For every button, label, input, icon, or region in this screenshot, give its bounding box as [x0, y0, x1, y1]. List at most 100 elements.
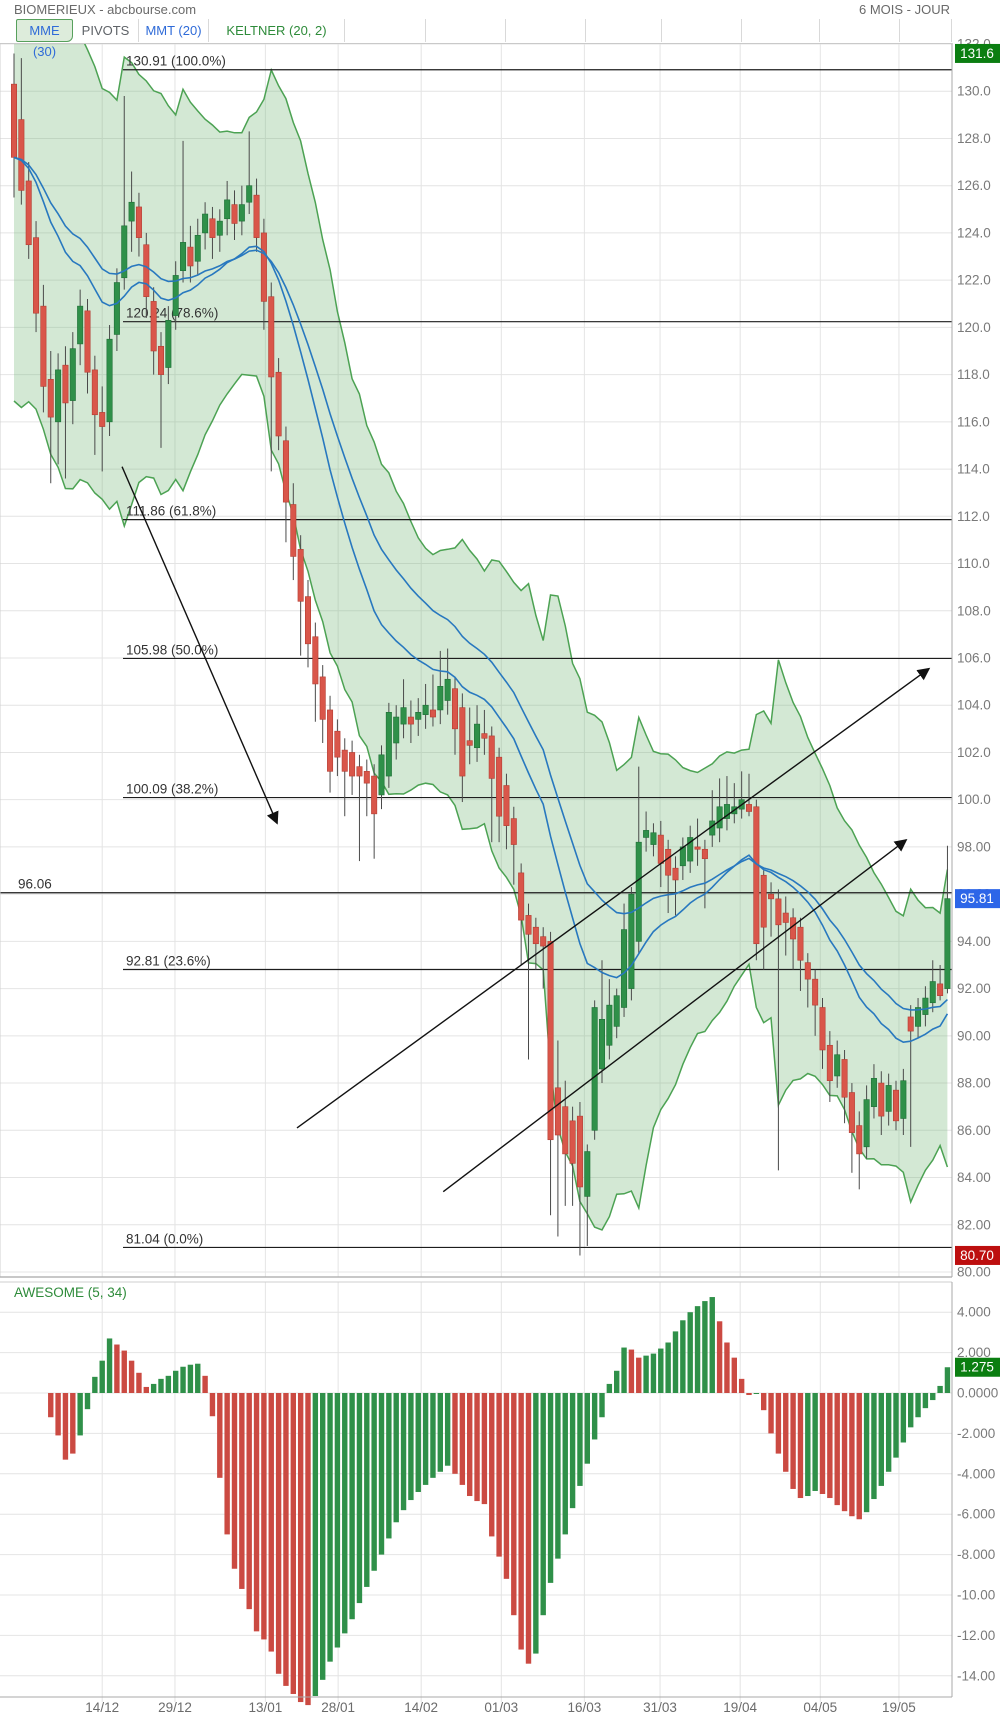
level-label: 96.06	[18, 877, 52, 892]
legend-tab-mmt20[interactable]: MMT (20)	[139, 19, 209, 42]
legend-tab-pivots[interactable]: PIVOTS	[73, 19, 139, 42]
candle	[216, 220, 223, 236]
candle	[929, 981, 936, 1004]
price-tick: 126.0	[957, 178, 991, 193]
ao-bar	[680, 1320, 686, 1393]
ao-bar	[525, 1393, 532, 1664]
ao-bar	[584, 1393, 590, 1464]
ao-bar	[224, 1393, 230, 1535]
level-label: 81.04 (0.0%)	[126, 1231, 203, 1246]
ao-bar	[834, 1393, 840, 1506]
ao-bar	[540, 1393, 546, 1616]
price-tick: 120.0	[957, 320, 991, 335]
price-tick: 106.0	[957, 650, 991, 665]
legend-empty-cell	[345, 19, 426, 42]
ao-bar	[356, 1393, 363, 1604]
candle	[900, 1080, 907, 1119]
ao-bar	[665, 1342, 671, 1393]
candle	[598, 1018, 605, 1070]
candle	[481, 733, 488, 739]
ao-bar	[364, 1393, 370, 1587]
candle	[591, 1007, 598, 1131]
level-label: 130.91 (100.0%)	[126, 54, 226, 69]
candle	[834, 1054, 841, 1077]
ao-bar	[143, 1386, 149, 1393]
ao-bar	[459, 1393, 466, 1485]
ao-bar	[643, 1355, 649, 1393]
ao-bar	[106, 1338, 113, 1393]
ao-bar	[349, 1393, 355, 1620]
ao-bar	[489, 1393, 495, 1537]
ao-bar	[819, 1393, 826, 1494]
ao-bar	[503, 1393, 510, 1579]
panel-frames	[0, 43, 953, 1698]
ao-last-badge	[955, 1357, 1000, 1377]
candle	[429, 709, 436, 718]
ao-bar	[577, 1393, 583, 1486]
ao-bar	[687, 1312, 693, 1393]
ao-indicator-label: AWESOME (5, 34)	[14, 1285, 127, 1300]
ao-bar	[327, 1393, 333, 1662]
candle	[11, 83, 18, 158]
candle	[819, 1007, 826, 1051]
candle	[312, 636, 319, 685]
ao-tick: -2.000	[957, 1426, 995, 1441]
candle	[224, 199, 231, 220]
candle	[892, 1089, 899, 1122]
candle	[694, 846, 701, 850]
ao-bar	[246, 1393, 252, 1610]
ao-tick: -8.000	[957, 1547, 995, 1562]
ao-bar	[70, 1393, 76, 1454]
ao-bar	[84, 1393, 91, 1410]
ao-bar	[591, 1393, 598, 1440]
candle	[885, 1085, 892, 1112]
date-tick: 28/01	[321, 1700, 355, 1715]
candle	[407, 716, 414, 725]
candle	[518, 872, 525, 921]
ao-bar	[922, 1393, 929, 1409]
date-tick: 14/12	[85, 1700, 119, 1715]
candle	[848, 1092, 855, 1133]
ao-bar	[400, 1393, 407, 1511]
date-tick: 29/12	[158, 1700, 192, 1715]
level-label: 111.86 (61.8%)	[126, 504, 216, 519]
candle	[672, 867, 679, 881]
legend-tab-mme30[interactable]: MME (30)	[16, 19, 73, 59]
ao-bar	[165, 1375, 172, 1393]
legend-empty-cell	[586, 19, 662, 42]
candle	[363, 771, 370, 784]
ao-bar	[202, 1375, 208, 1393]
price-badges: 131.6 95.81 80.70 1.275	[955, 43, 1000, 1377]
ao-bar	[48, 1393, 54, 1418]
legend-tab-keltner[interactable]: KELTNER (20, 2)	[209, 19, 345, 42]
candle	[77, 305, 84, 345]
legend-empty-cell	[506, 19, 586, 42]
ao-bar	[768, 1393, 774, 1434]
ao-bar	[731, 1357, 737, 1393]
candle	[113, 282, 120, 335]
ao-bar	[621, 1347, 627, 1393]
candle	[753, 806, 760, 945]
price-tick: 124.0	[957, 225, 991, 240]
candle	[55, 369, 62, 423]
candle	[907, 1016, 914, 1032]
ao-bar	[209, 1393, 216, 1417]
candle	[327, 709, 334, 772]
candle	[84, 310, 91, 373]
ao-bar	[547, 1393, 554, 1583]
ao-bar	[217, 1393, 223, 1478]
ao-tick: -6.000	[957, 1507, 995, 1522]
level-label: 105.98 (50.0%)	[126, 642, 218, 657]
fibonacci-levels: 130.91 (100.0%) 120.24 (78.6%) 111.86 (61.…	[0, 54, 952, 1249]
candle	[488, 735, 495, 779]
ao-bar	[783, 1393, 789, 1472]
candle	[238, 204, 245, 222]
ao-bar	[841, 1393, 848, 1512]
ao-bar	[415, 1393, 421, 1492]
price-tick: 82.00	[957, 1217, 991, 1232]
ao-bar	[915, 1393, 921, 1418]
level-label: 92.81 (23.6%)	[126, 953, 211, 968]
candle	[187, 246, 194, 267]
ao-tick: -10.00	[957, 1588, 995, 1603]
